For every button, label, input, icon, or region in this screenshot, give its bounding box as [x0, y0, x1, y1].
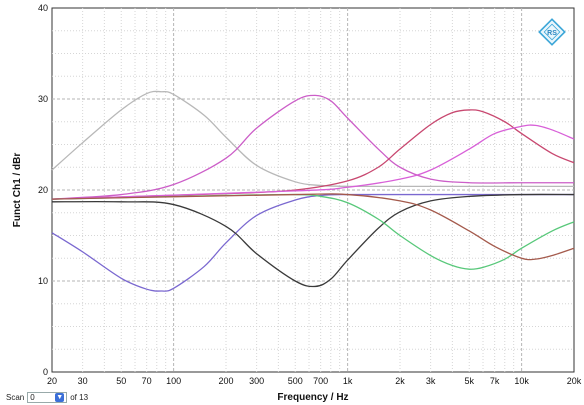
y-axis-label: Funct Ch1 / dBr	[12, 153, 23, 228]
series-line-3	[51, 94, 574, 200]
x-tick-label: 5k	[464, 376, 474, 386]
scan-label: Scan	[6, 393, 25, 402]
scan-value: 0	[30, 393, 35, 402]
series-group	[51, 90, 575, 292]
x-tick-label: 7k	[490, 376, 500, 386]
y-tick-label: 20	[38, 185, 48, 195]
series-line-2	[51, 193, 574, 292]
x-tick-label: 700	[313, 376, 328, 386]
x-tick-label: 2k	[395, 376, 405, 386]
scan-suffix: of 13	[70, 393, 89, 402]
series-line-4	[51, 193, 575, 288]
x-tick-label: 300	[249, 376, 264, 386]
x-tick-label: 500	[288, 376, 303, 386]
scan-control: Scan 0 ▼ of 13	[6, 392, 88, 403]
series-line-1	[51, 90, 574, 188]
x-tick-label: 20	[47, 376, 57, 386]
series-line-8	[51, 193, 575, 261]
x-tick-label: 30	[78, 376, 88, 386]
tick-labels: 20 30 50 70 100 200 300 500 700 1k 2k 3k 5k 7k 10k 20k 0…	[38, 3, 582, 386]
grid	[52, 8, 574, 372]
x-tick-label: 20k	[567, 376, 582, 386]
scan-select[interactable]: 0 ▼	[27, 392, 68, 403]
y-tick-label: 30	[38, 94, 48, 104]
x-tick-label: 1k	[343, 376, 353, 386]
x-tick-label: 200	[218, 376, 233, 386]
x-tick-label: 10k	[514, 376, 529, 386]
y-tick-label: 10	[38, 276, 48, 286]
rs-logo-icon: RS	[538, 18, 566, 46]
chevron-down-icon[interactable]: ▼	[55, 393, 65, 402]
x-tick-label: 100	[166, 376, 181, 386]
x-tick-label: 70	[142, 376, 152, 386]
svg-text:RS: RS	[547, 30, 557, 37]
y-tick-label: 40	[38, 3, 48, 13]
y-tick-label: 0	[43, 367, 48, 377]
x-axis-label: Frequency / Hz	[277, 392, 348, 403]
x-tick-label: 3k	[426, 376, 436, 386]
series-line-7	[51, 124, 575, 200]
x-tick-label: 50	[116, 376, 126, 386]
